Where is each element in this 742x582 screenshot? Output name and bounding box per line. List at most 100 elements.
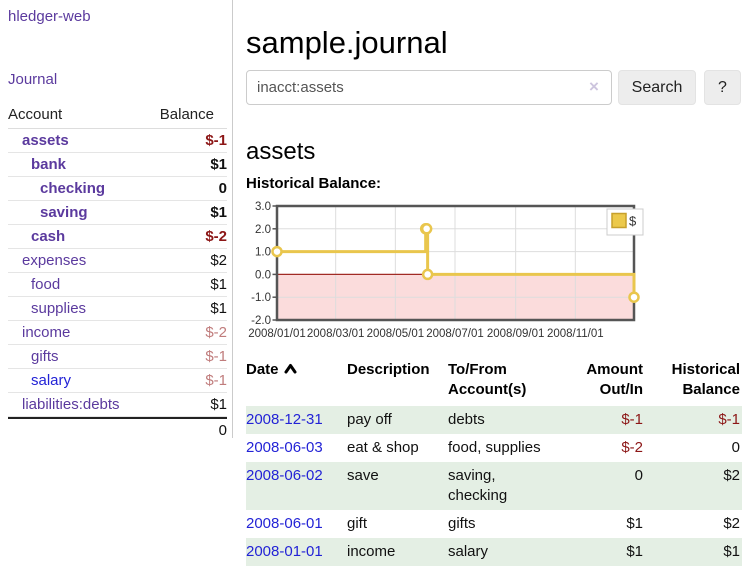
amount-cell: 0 [634,467,643,484]
account-balance: $1 [210,204,227,221]
y-axis-tick-label: 2.0 [255,224,271,236]
y-axis-tick-label: 3.0 [255,201,271,213]
transaction-row: 2008-06-01 gift gifts $1 $2 [246,510,742,538]
date-cell: 2008-06-01 [246,510,347,538]
description-cell: gift [347,515,368,532]
account-link-food[interactable]: food [31,276,61,293]
transaction-date-link[interactable]: 2008-06-02 [246,467,323,484]
balance-cell: $1 [723,543,740,560]
y-axis-tick-label: 1.0 [255,247,271,259]
account-link-liabilities-debts[interactable]: liabilities:debts [22,396,120,413]
x-axis-tick-label: 2008/01/01 [248,328,306,340]
description-cell: pay off [347,411,392,428]
account-balance: $-1 [205,348,227,365]
description-cell: income [347,543,396,560]
x-axis-tick-label: 2008/07/01 [426,328,484,340]
legend-label: $ [629,214,637,229]
balance-cell: $2 [723,515,740,532]
y-axis-tick-label: 0.0 [255,269,271,281]
transaction-date-link[interactable]: 2008-01-01 [246,543,323,560]
register-table: Date Description To/From Account(s) Amou… [246,360,742,566]
account-balance: $1 [210,156,227,173]
x-axis-tick-label: 2008/03/01 [307,328,365,340]
amount-column-header: Amount Out/In [586,361,643,398]
account-balance: $1 [210,276,227,293]
x-axis-tick-label: 2008/09/01 [487,328,545,340]
data-point-marker [271,245,283,258]
account-link-income[interactable]: income [22,324,71,341]
account-link-supplies[interactable]: supplies [31,300,87,317]
account-row: expenses $2 [8,249,227,273]
x-axis-tick-label: 2008/05/01 [367,328,425,340]
y-axis-tick-label: -2.0 [251,315,271,327]
transaction-date-link[interactable]: 2008-06-03 [246,439,323,456]
accounts-cell: salary [448,543,489,560]
account-balance: 0 [218,180,227,197]
data-point-marker [628,291,640,303]
chart-section-label: Historical Balance: [246,175,382,192]
amount-cell: $-1 [621,411,643,428]
transaction-row: 2008-06-03 eat & shop food, supplies $-2 0 [246,434,742,462]
account-balance: $-2 [205,324,227,341]
search-input[interactable] [246,70,612,105]
account-row: liabilities:debts $1 [8,393,227,417]
amount-cell: $1 [626,543,643,560]
date-cell: 2008-06-02 [246,462,347,510]
account-row: supplies $1 [8,297,227,321]
date-cell: 2008-06-03 [246,434,347,462]
data-point-marker [420,223,433,235]
date-column-header[interactable]: Date [246,360,347,406]
accounts-column-header: To/From Account(s) [448,361,527,398]
date-cell: 2008-12-31 [246,406,347,434]
account-link-checking[interactable]: checking [40,180,106,197]
description-cell: save [347,467,379,484]
accounts-cell: gifts [448,515,476,532]
legend-swatch [611,212,627,229]
account-row: salary $-1 [8,369,227,393]
account-balance: $-1 [205,372,227,389]
account-balance: $-1 [205,132,227,149]
account-row: saving $1 [8,201,227,225]
account-row: cash $-2 [8,225,227,249]
account-link-assets[interactable]: assets [22,132,69,149]
account-link-saving[interactable]: saving [40,204,88,221]
account-link-gifts[interactable]: gifts [31,348,59,365]
account-balance: $1 [210,300,227,317]
accounts-cell: food, supplies [448,439,541,456]
search-button[interactable]: Search [618,70,696,105]
accounts-cell: saving, checking [448,467,508,504]
clear-search-icon[interactable]: × [589,77,599,96]
sort-ascending-icon [284,364,297,374]
account-link-cash[interactable]: cash [31,228,66,245]
amount-cell: $1 [626,515,643,532]
transaction-row: 2008-06-02 save saving, checking 0 $2 [246,462,742,510]
date-header-label: Date [246,361,279,378]
x-axis-tick-label: 2008/11/01 [547,328,604,340]
account-row: food $1 [8,273,227,297]
sidebar: hledger-web Journal Account Balance asse… [0,0,233,439]
page-title: sample.journal [246,24,448,60]
account-link-salary[interactable]: salary [31,372,72,389]
description-cell: eat & shop [347,439,419,456]
app-title-link[interactable]: hledger-web [8,8,91,25]
account-heading: assets [246,137,316,165]
y-axis-tick-label: -1.0 [251,292,271,304]
transaction-date-link[interactable]: 2008-06-01 [246,515,323,532]
account-link-bank[interactable]: bank [31,156,67,173]
account-link-expenses[interactable]: expenses [22,252,87,269]
help-button[interactable]: ? [704,70,741,105]
account-row: gifts $-1 [8,345,227,369]
account-row: checking 0 [8,177,227,201]
date-cell: 2008-01-01 [246,538,347,566]
register-header-row: Date Description To/From Account(s) Amou… [246,360,742,406]
accounts-total-value: 0 [218,422,227,439]
accounts-list: assets $-1 bank $1 checking 0 saving $1 cash $-2 e… [8,129,227,417]
data-point-marker [421,268,434,281]
transaction-row: 2008-01-01 income salary $1 $1 [246,538,742,566]
transaction-date-link[interactable]: 2008-12-31 [246,411,323,428]
accounts-cell: debts [448,411,485,428]
amount-cell: $-2 [621,439,643,456]
sidebar-item-journal[interactable]: Journal [8,71,58,88]
balance-cell: $-1 [718,411,740,428]
